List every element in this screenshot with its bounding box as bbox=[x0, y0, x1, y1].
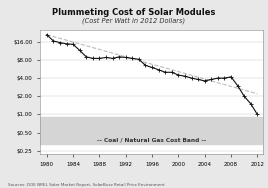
Text: -- Coal / Natural Gas Cost Band --: -- Coal / Natural Gas Cost Band -- bbox=[97, 137, 206, 142]
Text: Plummeting Cost of Solar Modules: Plummeting Cost of Solar Modules bbox=[52, 8, 216, 17]
Text: Sources: DOE NREL Solar Market Report, SolarBuzz Retail Price Environment: Sources: DOE NREL Solar Market Report, S… bbox=[8, 183, 165, 187]
Bar bbox=[40, 117, 263, 143]
Text: (Cost Per Watt in 2012 Dollars): (Cost Per Watt in 2012 Dollars) bbox=[83, 18, 185, 24]
